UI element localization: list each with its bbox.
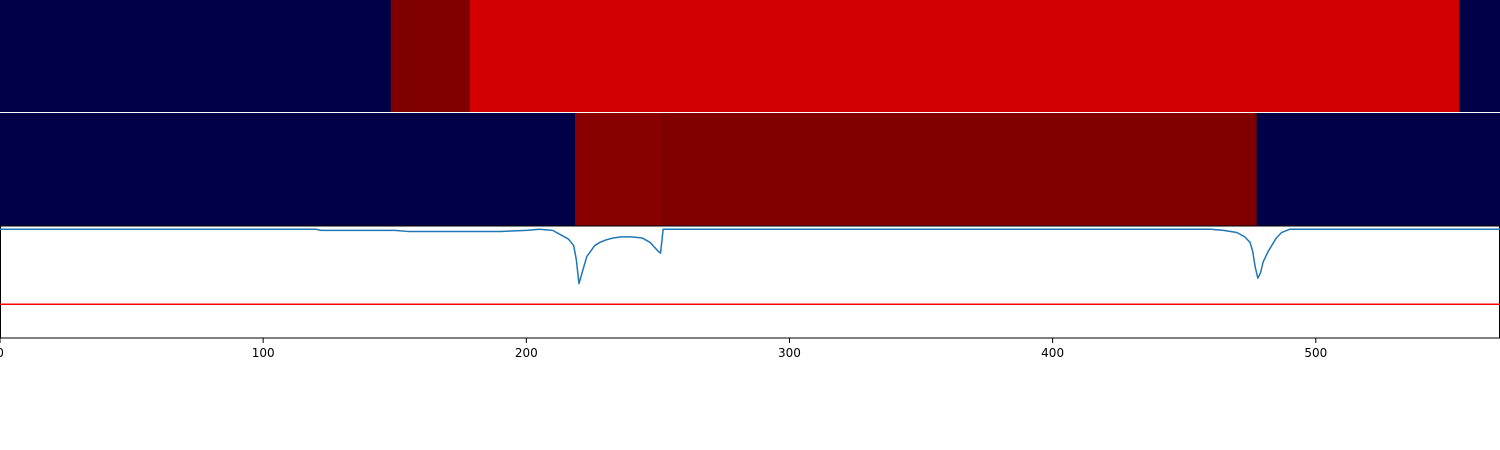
heatmap-top-segment-3: [1459, 0, 1500, 112]
heatmap-top: [0, 0, 1500, 112]
x-tick-label-0: 0: [0, 346, 4, 360]
x-tick-label-100: 100: [252, 346, 275, 360]
line-panel: [0, 225, 1500, 339]
heatmap-top-segment-1: [390, 0, 471, 112]
heatmap-middle-segment-3: [1256, 113, 1500, 226]
heatmap-middle-segment-2: [660, 113, 1258, 226]
x-tick-label-400: 400: [1041, 346, 1064, 360]
line-panel-frame: [0, 225, 1500, 339]
heatmap-top-segment-0: [0, 0, 392, 112]
x-tick-label-500: 500: [1304, 346, 1327, 360]
heatmap-top-segment-2: [469, 0, 1460, 112]
heatmap-middle-segment-0: [0, 113, 576, 226]
heatmap-middle: [0, 113, 1500, 226]
x-tick-label-200: 200: [515, 346, 538, 360]
heatmap-middle-segment-1: [575, 113, 662, 226]
series-line-0: [0, 228, 1500, 285]
x-tick-label-300: 300: [778, 346, 801, 360]
x-axis: 0 100 200 300 400 500: [0, 338, 1327, 360]
